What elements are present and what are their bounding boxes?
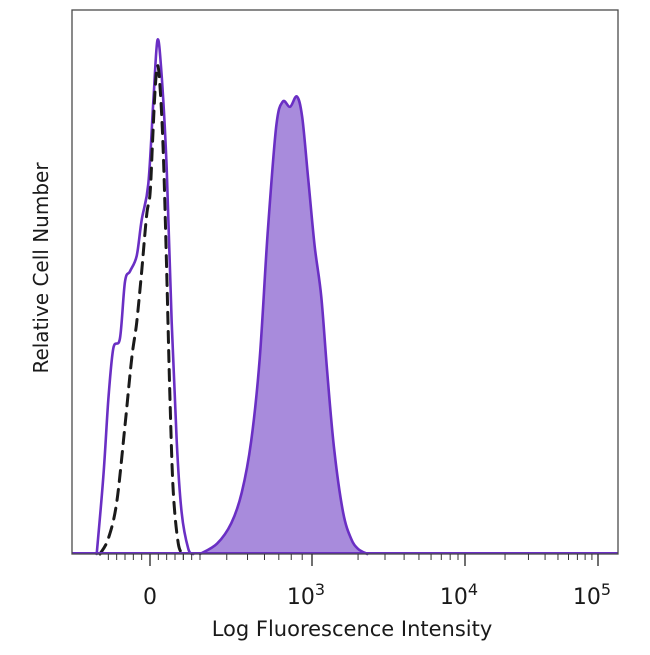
series-2-line xyxy=(198,95,369,556)
x-axis-ticks xyxy=(107,554,599,566)
y-axis-label: Relative Cell Number xyxy=(29,162,53,374)
series-2-area xyxy=(200,96,368,554)
plot-frame xyxy=(71,9,619,555)
x-tick-label-2: 104 xyxy=(440,580,478,610)
series-1-line xyxy=(95,38,195,556)
x-tick-label-1: 103 xyxy=(287,580,325,610)
x-axis-label: Log Fluorescence Intensity xyxy=(212,617,493,641)
x-tick-label-0: 0 xyxy=(143,585,157,610)
x-tick-labels: 0 103 104 105 xyxy=(143,580,611,610)
series-layer xyxy=(72,38,618,556)
series-0-line xyxy=(98,64,185,556)
x-tick-label-3: 105 xyxy=(573,580,611,610)
